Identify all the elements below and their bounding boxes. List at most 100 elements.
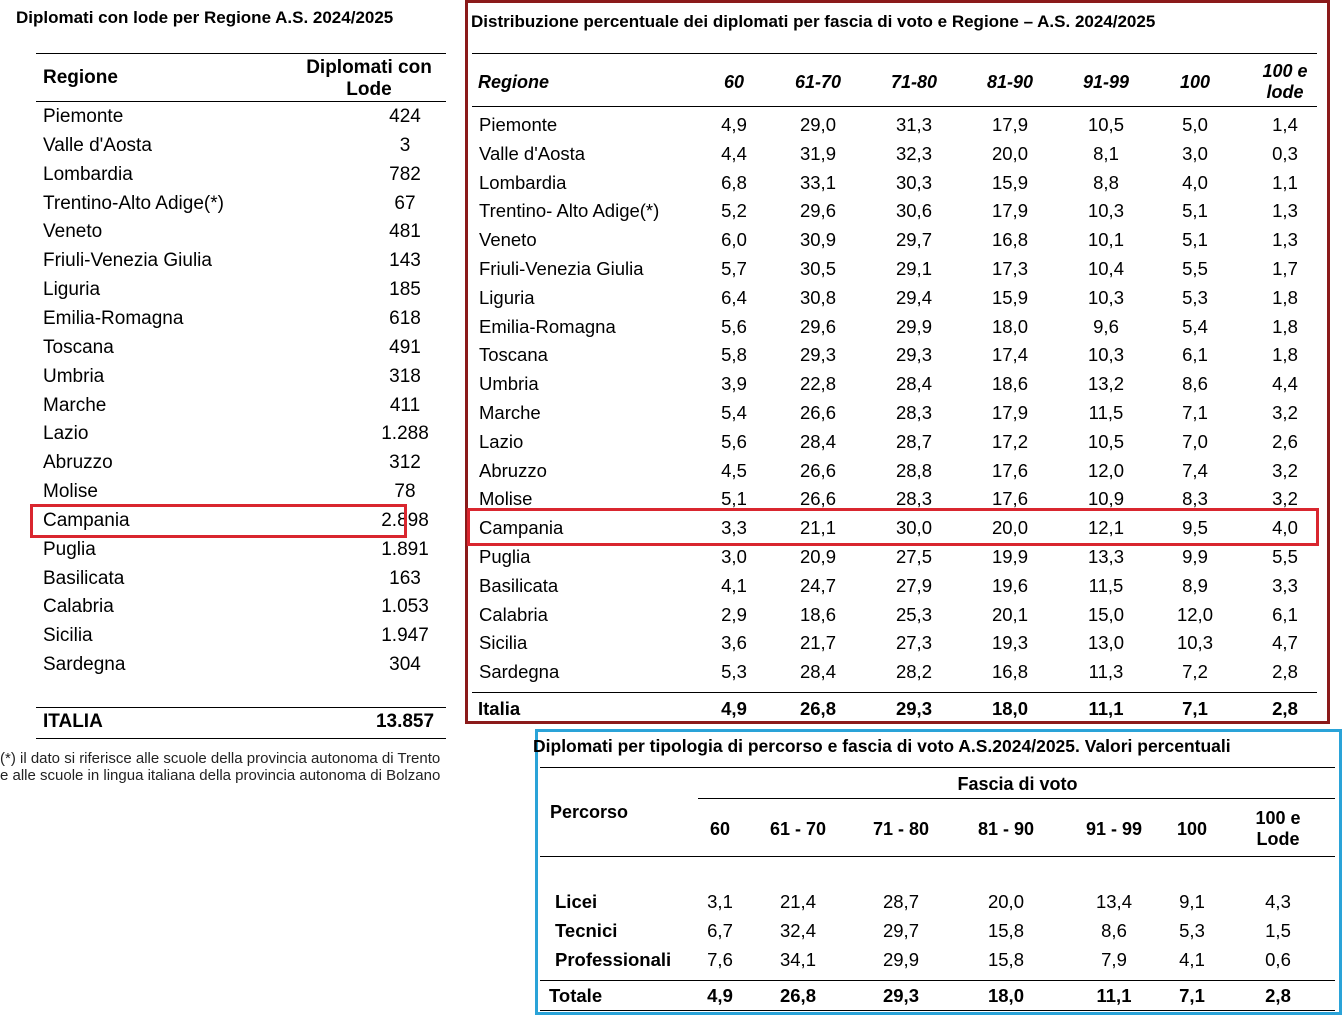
center-cell-value: 5,3 [721,661,747,683]
bottom-column-header: 61 - 70 [769,818,827,839]
center-cell-value: 30,5 [799,258,836,279]
center-cell-value: 4,1 [721,574,747,596]
center-cell-value: 17,3 [991,258,1028,279]
center-cell-value: 2,8 [1272,661,1298,683]
center-column-header: 91-99 [1082,71,1130,92]
bottom-row-name: Tecnici [555,919,618,941]
center-cell-value: 17,6 [991,488,1028,510]
center-region-name: Puglia [479,546,531,567]
center-region-name: Campania [479,517,564,539]
bottom-total-label: Totale [549,985,603,1006]
bottom-column-header: 81 - 90 [977,818,1035,839]
bottom-column-header: 91 - 99 [1085,818,1143,839]
left-region-name: Emilia-Romagna [43,307,184,329]
center-cell-value: 29,3 [895,344,932,366]
center-cell-value: 5,6 [721,430,747,452]
bottom-cell-value: 28,7 [882,891,919,912]
center-cell-value: 28,3 [895,488,932,510]
center-cell-value: 18,6 [991,373,1028,395]
center-table-row: Marche 5,4 26,6 28,3 17,9 11,5 7,1 3,2 [472,402,1317,431]
center-cell-value: 5,5 [1272,546,1298,567]
center-cell-value: 6,4 [721,286,747,308]
bottom-cell-value: 15,8 [987,948,1024,970]
center-cell-value: 28,4 [799,661,836,683]
left-region-name: Abruzzo [43,452,113,474]
center-table-frame [465,0,1330,724]
center-table-row: Lombardia 6,8 33,1 30,3 15,9 8,8 4,0 1,1 [472,172,1317,201]
center-table-row: Veneto 6,0 30,9 29,7 16,8 10,1 5,1 1,3 [472,229,1317,258]
center-table-row: Sardegna 5,3 28,4 28,2 16,8 11,3 7,2 2,8 [472,661,1317,690]
center-total-label: Italia [478,698,521,719]
center-cell-value: 17,4 [991,344,1028,366]
center-region-name: Umbria [479,373,539,395]
center-cell-value: 17,9 [991,402,1028,423]
center-cell-value: 21,1 [799,517,836,539]
left-region-name: Campania [43,509,130,531]
center-cell-value: 3,2 [1272,459,1298,481]
center-cell-value: 3,2 [1272,488,1298,510]
bottom-cell-value: 20,0 [987,891,1024,912]
bottom-cell-value: 29,9 [882,948,919,970]
left-region-name: Lazio [43,423,89,445]
left-footnote: (*) il dato si riferisce alle scuole del… [0,750,440,784]
center-cell-value: 4,0 [1182,171,1208,193]
left-table-row: Lombardia 782 [36,164,446,193]
center-table-row: Umbria 3,9 22,8 28,4 18,6 13,2 8,6 4,4 [472,373,1317,402]
left-table-title: Diplomati con lode per Regione A.S. 2024… [16,8,394,27]
center-cell-value: 21,7 [799,632,836,654]
center-cell-value: 2,9 [721,603,747,625]
bottom-cell-value: 21,4 [779,891,816,912]
bottom-table-row: Professionali 7,6 34,1 29,9 15,8 7,9 4,1 0,6 [540,949,1335,978]
left-region-value: 143 [389,250,421,272]
left-region-value: 1.891 [381,538,429,560]
center-cell-value: 5,6 [721,315,747,337]
center-cell-value: 6,1 [1272,603,1298,625]
left-region-value: 3 [399,134,411,156]
left-campania-highlight [30,504,407,538]
bottom-cell-value: 4,1 [1179,948,1205,970]
center-cell-value: 31,3 [895,114,932,135]
center-table-row: Abruzzo 4,5 26,6 28,8 17,6 12,0 7,4 3,2 [472,460,1317,489]
center-cell-value: 10,5 [1087,430,1124,452]
center-region-name: Marche [479,402,541,423]
center-cell-value: 28,4 [895,373,932,395]
center-cell-value: 12,0 [1087,459,1124,481]
center-table-row: Campania 3,3 21,1 30,0 20,0 12,1 9,5 4,0 [472,517,1317,546]
center-total-value: 18,0 [991,698,1028,719]
center-cell-value: 10,5 [1087,114,1124,135]
left-table-row: Umbria 318 [36,366,446,395]
bottom-header-percorso: Percorso [550,802,629,822]
center-cell-value: 26,6 [799,402,836,423]
center-cell-value: 5,2 [721,200,747,222]
center-cell-value: 10,3 [1176,632,1213,654]
center-cell-value: 20,0 [991,517,1028,539]
center-total-value: 26,8 [799,698,836,719]
left-region-value: 782 [389,163,421,185]
center-cell-value: 10,4 [1087,258,1124,279]
left-region-name: Molise [43,481,98,503]
center-table-row: Basilicata 4,1 24,7 27,9 19,6 11,5 8,9 3,3 [472,575,1317,604]
left-table-row: Liguria 185 [36,279,446,308]
left-header-rule [36,101,446,102]
left-region-name: Trentino-Alto Adige(*) [43,192,224,214]
center-total-value: 29,3 [895,698,932,719]
center-cell-value: 30,8 [799,286,836,308]
center-table-title: Distribuzione percentuale dei diplomati … [471,12,1156,31]
center-cell-value: 13,3 [1087,546,1124,567]
center-column-header: 100 e lode [1262,61,1308,102]
center-total-value: 4,9 [721,698,747,719]
center-campania-highlight [467,508,1319,546]
center-cell-value: 1,8 [1272,344,1298,366]
bottom-table-row: Tecnici 6,7 32,4 29,7 15,8 8,6 5,3 1,5 [540,920,1335,949]
left-region-value: 411 [389,394,421,416]
bottom-group-rule [698,798,1335,799]
center-table-row: Calabria 2,9 18,6 25,3 20,1 15,0 12,0 6,1 [472,604,1317,633]
center-cell-value: 9,5 [1182,517,1208,539]
left-table-row: Molise 78 [36,481,446,510]
center-cell-value: 7,1 [1182,402,1208,423]
center-cell-value: 3,9 [721,373,747,395]
center-region-name: Abruzzo [479,459,547,481]
center-cell-value: 1,1 [1272,171,1298,193]
center-cell-value: 1,7 [1272,258,1298,279]
left-table-row: Piemonte 424 [36,106,446,135]
